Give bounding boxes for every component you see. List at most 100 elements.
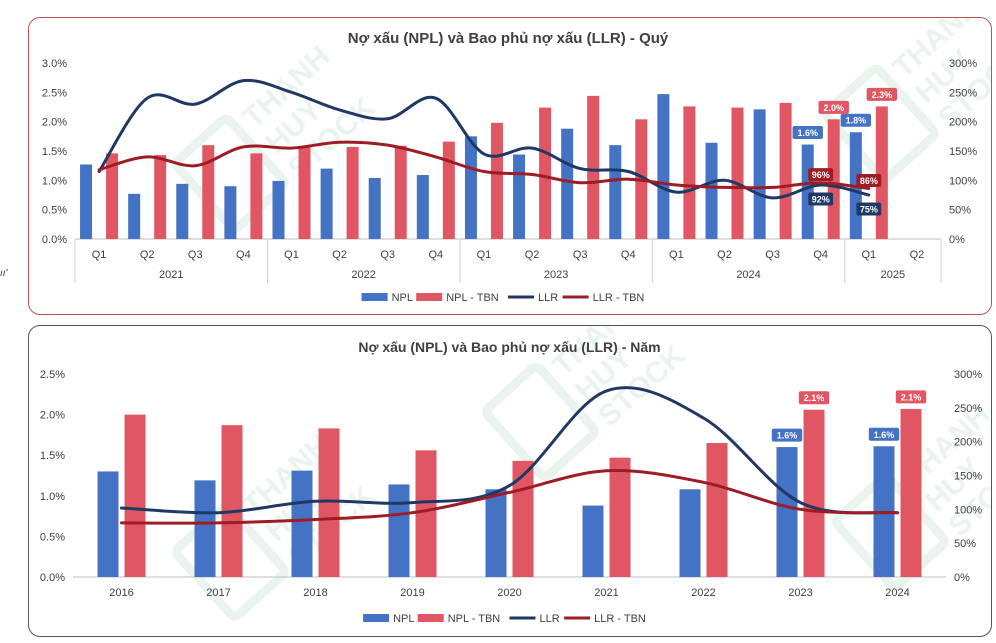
bar-npl-tbn [202, 145, 215, 239]
bar-npl-tbn [154, 155, 167, 239]
bar-npl-tbn [609, 457, 631, 577]
bar-npl [97, 471, 119, 577]
data-label-npl-tbn: 2.1% [798, 391, 830, 405]
x-axis-tick-label: Q3 [765, 249, 780, 261]
chart-title: Nợ xấu (NPL) và Bao phủ nợ xấu (LLR) - Q… [348, 30, 669, 47]
data-label-box [792, 126, 823, 140]
right-axis-tick-label: 0% [949, 234, 965, 246]
data-label-npl-tbn: 2.3% [866, 87, 898, 101]
bar-npl-tbn [587, 95, 600, 239]
right-axis-tick-label: 150% [954, 471, 982, 483]
x-axis-tick-label: Q4 [813, 249, 828, 261]
left-axis-tick-label: 2.5% [40, 369, 65, 381]
bar-npl [513, 154, 526, 239]
data-label-box [895, 390, 927, 404]
x-axis-tick-label: Q3 [188, 249, 203, 261]
left-axis-tick-label: 3.0% [42, 58, 67, 70]
chart-title: Nợ xấu (NPL) và Bao phủ nợ xấu (LLR) - N… [358, 339, 660, 355]
data-label-text: 96% [812, 170, 830, 180]
bar-npl [561, 128, 574, 239]
right-axis-tick-label: 300% [954, 369, 982, 381]
left-axis-tick-label: 0.0% [42, 234, 67, 246]
x-axis-tick-label: Q4 [428, 249, 443, 261]
x-axis-tick-label: Q3 [380, 249, 395, 261]
bar-npl [753, 109, 766, 239]
legend-swatch [363, 614, 390, 622]
bar-npl-tbn [706, 443, 728, 577]
x-axis-tick-label: Q1 [861, 249, 876, 261]
x-axis-tick-label: 2022 [691, 587, 715, 599]
left-axis-tick-label: 0.5% [40, 531, 65, 543]
year-group-label: 2021 [159, 269, 183, 281]
bar-npl [224, 186, 237, 239]
x-axis-tick-label: 2018 [303, 587, 327, 599]
left-axis-tick-label: 2.0% [42, 117, 67, 129]
line-llr-tbn [97, 140, 871, 190]
right-axis-tick-label: 200% [954, 437, 982, 449]
legend-label: LLR [538, 292, 558, 304]
data-label-llr: 75% [856, 202, 882, 216]
line-llr-tbn [120, 469, 899, 525]
data-label-text: 86% [860, 176, 878, 186]
data-label-box [840, 113, 872, 127]
bar-npl [272, 180, 285, 239]
bar-npl [464, 136, 477, 239]
legend-label: NPL [393, 613, 414, 625]
data-label-box [868, 427, 900, 441]
bar-npl-tbn [106, 153, 119, 239]
data-label-text: 1.6% [797, 128, 818, 138]
right-axis-tick-label: 100% [949, 175, 977, 187]
bar-npl-tbn [124, 414, 146, 577]
legend-item-npl-tbn: NPL - TBN [416, 292, 499, 304]
data-label-text: 2.3% [872, 90, 893, 100]
right-axis-tick-label: 100% [954, 504, 982, 516]
bar-npl-tbn [731, 107, 744, 239]
bar-npl [416, 175, 429, 239]
data-label-box [818, 100, 849, 114]
bar-npl [657, 94, 670, 240]
data-label-npl: 1.6% [771, 428, 803, 442]
bar-npl-tbn [221, 425, 243, 577]
quarterly-chart-panel: THANH HUY STOCK THANH HUY STOCK Nợ xấu (NPL) v… [28, 17, 992, 315]
legend-label: LLR - TBN [593, 292, 645, 304]
legend-swatch [416, 293, 443, 301]
data-label-llr: 92% [808, 192, 834, 206]
x-axis-tick-label: Q1 [669, 249, 684, 261]
x-axis-tick-label: Q1 [477, 249, 492, 261]
data-label-npl-tbn: 2.0% [818, 100, 849, 114]
x-axis-tick-label: 2019 [400, 587, 424, 599]
bar-npl-tbn [875, 106, 888, 239]
legend-label: NPL - TBN [446, 292, 499, 304]
bar-npl-tbn [415, 450, 437, 577]
legend-swatch [361, 293, 388, 301]
right-axis-tick-label: 50% [949, 205, 971, 217]
bar-npl [679, 489, 701, 577]
bar-npl-tbn [394, 145, 407, 239]
legend-label: NPL [392, 292, 413, 304]
left-axis-tick-label: 0.0% [40, 572, 65, 584]
x-axis-tick-label: Q2 [910, 249, 925, 261]
legend-item-npl: NPL [361, 292, 413, 304]
x-axis-tick-label: 2023 [788, 587, 812, 599]
right-axis-tick-label: 0% [954, 572, 970, 584]
bar-npl-tbn [318, 428, 340, 577]
bar-npl-tbn [827, 119, 840, 239]
right-axis-tick-label: 200% [949, 117, 977, 129]
bar-npl [80, 164, 93, 239]
bar-npl [705, 142, 718, 239]
bar-npl-tbn [250, 153, 263, 239]
left-axis-tick-label: 1.5% [40, 450, 65, 462]
bar-npl-tbn [900, 408, 922, 577]
left-axis-tick-label: 1.5% [42, 146, 67, 158]
bar-npl [176, 183, 189, 239]
right-axis-tick-label: 300% [949, 58, 977, 70]
x-axis-tick-label: Q3 [573, 249, 588, 261]
legend-item-npl: NPL [363, 613, 415, 625]
legend-item-llr-tbn: LLR - TBN [564, 613, 646, 625]
data-label-box [771, 428, 803, 442]
data-label-box [856, 202, 882, 216]
year-group-label: 2024 [736, 269, 760, 281]
data-label-text: 2.0% [823, 103, 844, 113]
data-label-llr-tbn: 96% [808, 168, 834, 182]
